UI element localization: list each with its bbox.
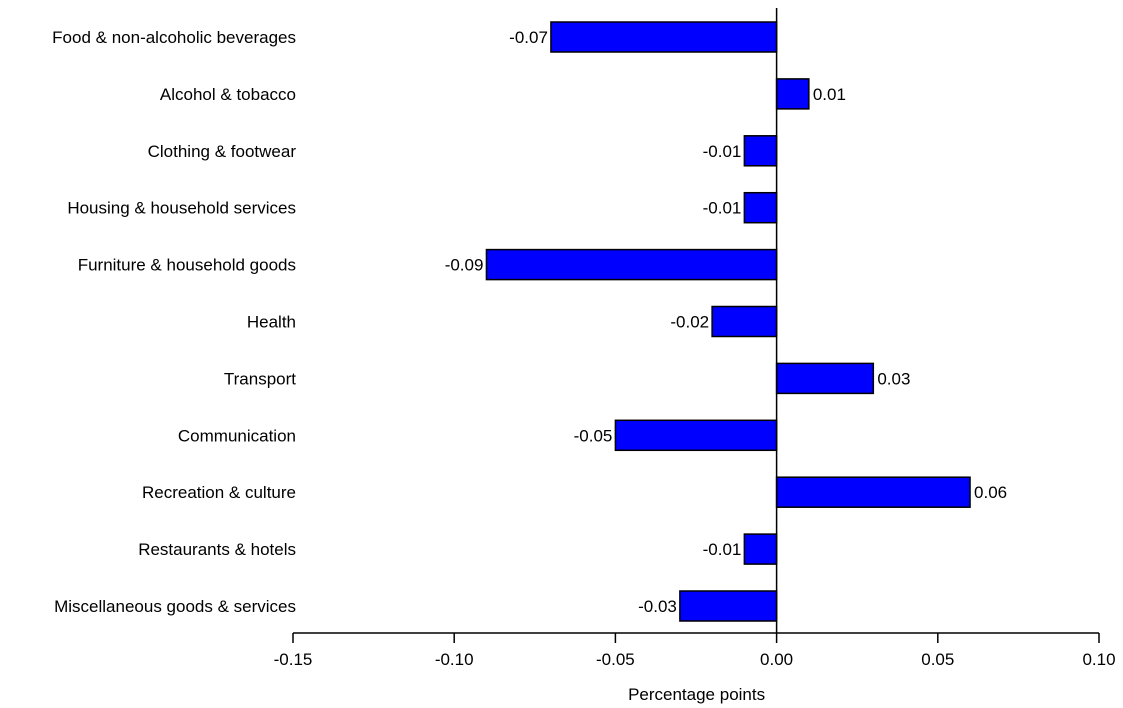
x-axis-ticks: -0.15 -0.10 -0.05 0.00 0.05 0.10 [274, 633, 1116, 669]
bar [711, 305, 778, 338]
category-label: Health [247, 313, 296, 332]
category-label: Recreation & culture [142, 483, 296, 502]
category-label: Restaurants & hotels [138, 540, 296, 559]
bar [679, 590, 778, 622]
x-tick-label: 0.10 [1082, 650, 1115, 669]
data-label: -0.01 [703, 142, 742, 161]
category-label: Housing & household services [67, 199, 296, 218]
data-labels: -0.07 0.01 -0.01 -0.01 -0.09 -0.02 0.03 -0.05 0.… [445, 28, 1007, 616]
bar [614, 419, 778, 452]
category-label: Communication [178, 426, 296, 445]
bar [775, 362, 875, 395]
data-label: 0.03 [877, 369, 910, 388]
x-tick-label: 0.05 [921, 650, 954, 669]
bar [775, 476, 971, 508]
data-label: -0.03 [638, 597, 677, 616]
bar [485, 248, 778, 281]
data-label: -0.07 [509, 28, 548, 47]
data-label: -0.09 [445, 256, 484, 275]
category-label: Miscellaneous goods & services [54, 597, 296, 616]
data-label: -0.01 [703, 540, 742, 559]
x-tick-label: -0.05 [596, 650, 635, 669]
category-label: Alcohol & tobacco [160, 85, 296, 104]
bar [743, 135, 778, 167]
category-labels: Food & non-alcoholic beverages Alcohol & … [52, 28, 296, 616]
bars-group [485, 21, 971, 622]
bar [550, 21, 778, 53]
x-tick-label: -0.15 [274, 650, 313, 669]
data-label: 0.01 [813, 85, 846, 104]
x-axis-title: Percentage points [628, 685, 765, 704]
bar [743, 191, 778, 224]
x-tick-label: 0.00 [760, 650, 793, 669]
bar [743, 533, 778, 565]
data-label: -0.02 [670, 313, 709, 332]
data-label: -0.05 [574, 426, 613, 445]
data-label: 0.06 [974, 483, 1007, 502]
data-label: -0.01 [703, 199, 742, 218]
category-label: Food & non-alcoholic beverages [52, 28, 296, 47]
x-tick-label: -0.10 [435, 650, 474, 669]
category-label: Transport [224, 369, 296, 388]
bar [775, 78, 810, 110]
category-label: Clothing & footwear [148, 142, 297, 161]
category-label: Furniture & household goods [78, 256, 296, 275]
